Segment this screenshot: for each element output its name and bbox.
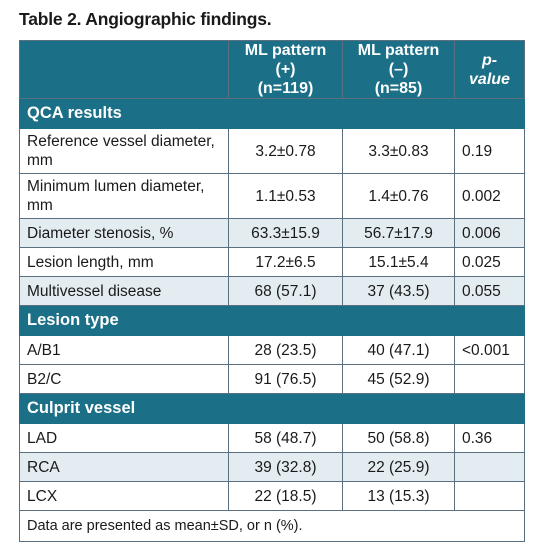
header-blank-cell [19, 40, 229, 99]
cell-p-value: 0.19 [454, 128, 525, 174]
cell-ml-positive: 58 (48.7) [228, 423, 343, 453]
cell-p-value [454, 452, 525, 482]
cell-ml-negative: 45 (52.9) [342, 364, 455, 394]
cell-ml-negative: 15.1±5.4 [342, 247, 455, 277]
table-row: LCX 22 (18.5) 13 (15.3) [19, 481, 525, 511]
section-label: QCA results [19, 98, 525, 129]
row-label: B2/C [19, 364, 229, 394]
header-ml-positive: ML pattern (+) (n=119) [228, 40, 343, 99]
header-row: ML pattern (+) (n=119) ML pattern (–) (n=8… [19, 40, 525, 99]
cell-p-value: <0.001 [454, 335, 525, 365]
row-label: LAD [19, 423, 229, 453]
footnote-row: Data are presented as mean±SD, or n (%). [19, 510, 525, 542]
header-p-value: p-value [454, 40, 525, 99]
cell-ml-positive: 68 (57.1) [228, 276, 343, 306]
row-label: Lesion length, mm [19, 247, 229, 277]
cell-ml-negative: 1.4±0.76 [342, 173, 455, 219]
cell-ml-negative: 50 (58.8) [342, 423, 455, 453]
cell-ml-positive: 91 (76.5) [228, 364, 343, 394]
row-label: Minimum lumen diameter, mm [19, 173, 229, 219]
cell-ml-positive: 22 (18.5) [228, 481, 343, 511]
cell-p-value: 0.36 [454, 423, 525, 453]
table-footnote: Data are presented as mean±SD, or n (%). [19, 510, 525, 542]
cell-p-value: 0.025 [454, 247, 525, 277]
table-row: Reference vessel diameter, mm 3.2±0.78 3… [19, 128, 525, 174]
cell-ml-negative: 22 (25.9) [342, 452, 455, 482]
cell-p-value: 0.055 [454, 276, 525, 306]
section-row-qca: QCA results [19, 98, 525, 129]
cell-p-value [454, 481, 525, 511]
cell-ml-positive: 63.3±15.9 [228, 218, 343, 248]
section-label: Lesion type [19, 305, 525, 336]
cell-p-value: 0.002 [454, 173, 525, 219]
cell-ml-negative: 40 (47.1) [342, 335, 455, 365]
row-label: Multivessel disease [19, 276, 229, 306]
section-row-lesion-type: Lesion type [19, 305, 525, 336]
row-label: Reference vessel diameter, mm [19, 128, 229, 174]
cell-ml-negative: 3.3±0.83 [342, 128, 455, 174]
cell-ml-positive: 28 (23.5) [228, 335, 343, 365]
row-label: A/B1 [19, 335, 229, 365]
section-label: Culprit vessel [19, 393, 525, 424]
cell-ml-positive: 3.2±0.78 [228, 128, 343, 174]
cell-ml-negative: 56.7±17.9 [342, 218, 455, 248]
row-label: LCX [19, 481, 229, 511]
header-ml-negative: ML pattern (–) (n=85) [342, 40, 455, 99]
angiographic-findings-table: ML pattern (+) (n=119) ML pattern (–) (n=8… [19, 40, 525, 542]
table-row: A/B1 28 (23.5) 40 (47.1) <0.001 [19, 335, 525, 365]
table-row: Multivessel disease 68 (57.1) 37 (43.5) … [19, 276, 525, 306]
table-row: RCA 39 (32.8) 22 (25.9) [19, 452, 525, 482]
cell-ml-positive: 1.1±0.53 [228, 173, 343, 219]
table-row: Diameter stenosis, % 63.3±15.9 56.7±17.9… [19, 218, 525, 248]
cell-ml-positive: 39 (32.8) [228, 452, 343, 482]
table-row: B2/C 91 (76.5) 45 (52.9) [19, 364, 525, 394]
table-row: Minimum lumen diameter, mm 1.1±0.53 1.4±… [19, 173, 525, 219]
table-row: Lesion length, mm 17.2±6.5 15.1±5.4 0.02… [19, 247, 525, 277]
cell-ml-negative: 13 (15.3) [342, 481, 455, 511]
table-title: Table 2. Angiographic findings. [19, 9, 272, 29]
section-row-culprit-vessel: Culprit vessel [19, 393, 525, 424]
cell-ml-negative: 37 (43.5) [342, 276, 455, 306]
cell-p-value: 0.006 [454, 218, 525, 248]
row-label: Diameter stenosis, % [19, 218, 229, 248]
cell-p-value [454, 364, 525, 394]
cell-ml-positive: 17.2±6.5 [228, 247, 343, 277]
row-label: RCA [19, 452, 229, 482]
table-row: LAD 58 (48.7) 50 (58.8) 0.36 [19, 423, 525, 453]
